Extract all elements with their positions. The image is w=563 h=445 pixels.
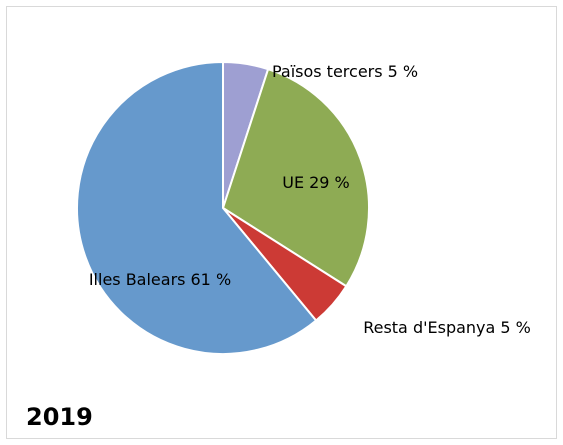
value-label: 5 % bbox=[388, 62, 418, 81]
pie-slice bbox=[76, 60, 318, 355]
category-label: UE bbox=[282, 173, 304, 192]
category-label: Països tercers bbox=[272, 62, 383, 81]
data-label: Illes Balears 61 % bbox=[89, 270, 231, 289]
value-label: 5 % bbox=[500, 318, 530, 337]
data-label: Resta d'Espanya 5 % bbox=[363, 318, 531, 337]
chart-title: 2019 bbox=[26, 403, 93, 431]
category-label: Resta d'Espanya bbox=[363, 318, 495, 337]
data-label: Països tercers 5 % bbox=[272, 62, 418, 81]
data-label: UE 29 % bbox=[282, 173, 349, 192]
value-label: 61 % bbox=[191, 270, 232, 289]
pie-slice bbox=[221, 67, 370, 288]
category-label: Illes Balears bbox=[89, 270, 186, 289]
value-label: 29 % bbox=[309, 173, 350, 192]
